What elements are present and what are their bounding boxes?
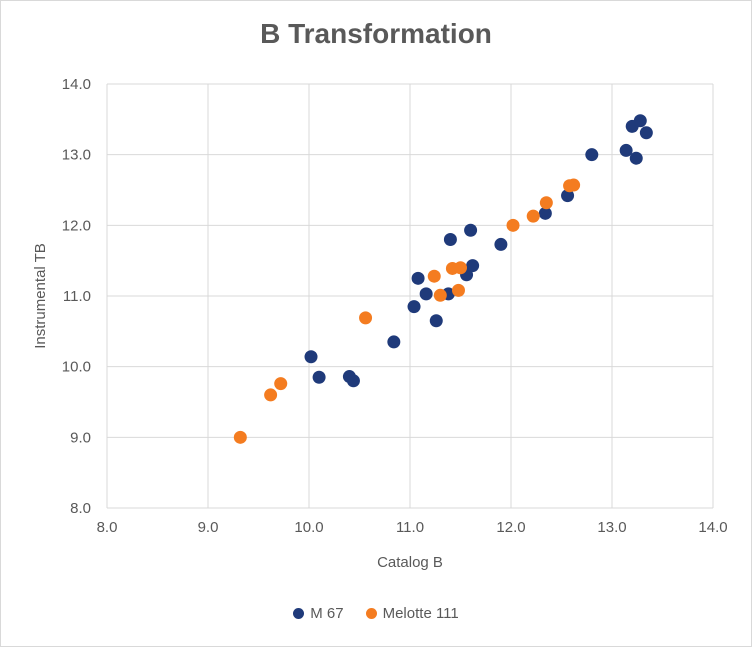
data-point: [639, 126, 653, 140]
legend-label-m67: M 67: [310, 605, 344, 622]
legend: M 67 Melotte 111: [0, 605, 752, 622]
data-point: [526, 209, 540, 223]
data-point: [539, 196, 553, 210]
legend-label-melotte111: Melotte 111: [382, 605, 459, 622]
legend-item-melotte111: Melotte 111: [365, 605, 459, 622]
x-tick-label: 8.0: [97, 519, 118, 536]
x-tick-label: 9.0: [198, 519, 219, 536]
data-point: [274, 377, 288, 391]
y-tick-label: 11.0: [63, 288, 91, 305]
legend-marker-melotte111: [365, 608, 377, 619]
data-point: [633, 114, 647, 128]
data-point: [454, 261, 467, 275]
data-point: [304, 350, 318, 364]
legend-marker-m67: [293, 608, 305, 619]
data-point: [629, 151, 643, 165]
x-tick-label: 11.0: [396, 519, 424, 536]
y-tick-label: 9.0: [70, 429, 91, 446]
y-tick-label: 8.0: [70, 500, 91, 517]
data-point: [264, 388, 278, 402]
data-point: [494, 237, 508, 251]
y-axis-label: Instrumental TB: [32, 243, 49, 349]
data-points: [233, 114, 653, 444]
x-ticks: 8.0 9.0 10.0 11.0 12.0 13.0 14.0: [97, 519, 728, 536]
legend-item-m67: M 67: [293, 605, 344, 622]
y-tick-label: 14.0: [62, 76, 91, 93]
data-point: [538, 206, 552, 220]
data-point: [359, 311, 373, 325]
data-point: [407, 300, 421, 314]
grid: [106, 83, 714, 509]
data-point: [346, 374, 360, 388]
x-axis-label: Catalog B: [377, 554, 443, 571]
data-point: [312, 370, 326, 384]
data-point: [429, 314, 443, 328]
data-point: [567, 178, 581, 192]
data-point: [411, 271, 425, 285]
data-point: [433, 288, 447, 302]
data-point: [464, 223, 478, 237]
data-point: [233, 430, 247, 444]
data-point: [585, 148, 599, 162]
x-tick-label: 13.0: [597, 519, 626, 536]
y-tick-label: 12.0: [62, 217, 91, 234]
x-tick-label: 10.0: [294, 519, 323, 536]
data-point: [466, 259, 480, 273]
y-ticks: 8.0 9.0 10.0 11.0 12.0 13.0 14.0: [62, 76, 91, 517]
data-point: [506, 218, 520, 232]
y-tick-label: 10.0: [62, 359, 91, 376]
data-point: [561, 189, 575, 203]
data-point: [427, 269, 441, 283]
data-point: [387, 335, 401, 349]
data-point: [443, 232, 457, 246]
data-point: [419, 287, 433, 301]
y-tick-label: 13.0: [62, 147, 91, 164]
chart-title: B Transformation: [260, 18, 492, 49]
data-point: [619, 143, 633, 157]
x-tick-label: 12.0: [496, 519, 525, 536]
x-tick-label: 14.0: [698, 519, 727, 536]
data-point: [451, 283, 465, 297]
